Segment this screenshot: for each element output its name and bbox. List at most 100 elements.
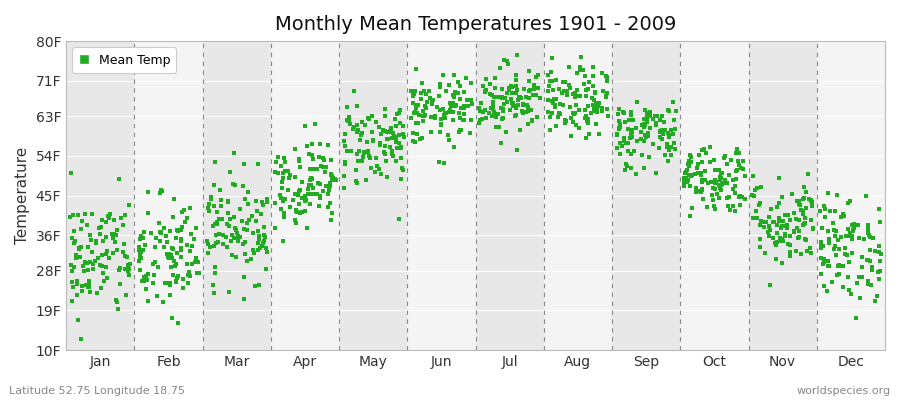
Point <box>344 148 358 154</box>
Point <box>599 74 614 80</box>
Point <box>860 257 875 263</box>
Point <box>133 254 148 260</box>
Point <box>450 90 464 96</box>
Point <box>590 106 605 112</box>
Point <box>578 114 592 121</box>
Point <box>796 195 811 202</box>
Point <box>616 109 630 115</box>
Point <box>80 283 94 290</box>
Point <box>624 127 638 134</box>
Point <box>783 233 797 239</box>
Point <box>638 121 652 128</box>
Point <box>563 104 578 110</box>
Point <box>568 110 582 116</box>
Point <box>638 132 652 138</box>
Point <box>680 177 695 184</box>
Point <box>104 211 118 218</box>
Point <box>166 258 181 265</box>
Point <box>612 126 626 132</box>
Point <box>170 272 184 279</box>
Point <box>610 132 625 138</box>
Point <box>385 153 400 160</box>
Point <box>652 128 667 135</box>
Point <box>202 244 217 250</box>
Point <box>558 117 572 123</box>
Point <box>484 105 499 111</box>
Point <box>588 89 602 96</box>
Point <box>141 298 156 304</box>
Point <box>613 121 627 128</box>
Point <box>706 156 721 163</box>
Point <box>148 272 162 278</box>
Point <box>851 222 866 228</box>
Point <box>132 244 147 250</box>
Point <box>508 77 523 84</box>
Point <box>292 188 306 194</box>
Point <box>849 314 863 321</box>
Point <box>93 262 107 268</box>
Point <box>66 212 80 218</box>
Point <box>505 90 519 96</box>
Point <box>774 259 788 266</box>
Point <box>159 251 174 258</box>
Point <box>161 251 176 257</box>
Point <box>590 99 604 106</box>
Point <box>714 174 728 180</box>
Point <box>572 64 587 70</box>
Point <box>63 214 77 220</box>
Point <box>303 191 318 197</box>
Point <box>408 110 422 116</box>
Point <box>780 241 795 247</box>
Point <box>307 166 321 172</box>
Point <box>691 161 706 167</box>
Point <box>175 209 189 215</box>
Point <box>821 228 835 234</box>
Point <box>67 264 81 271</box>
Point <box>668 126 682 132</box>
Point <box>241 201 256 207</box>
Point <box>548 123 562 129</box>
Point <box>461 102 475 109</box>
Point <box>188 259 202 265</box>
Point <box>337 138 351 144</box>
Point <box>634 135 648 142</box>
Point <box>570 87 584 93</box>
Point <box>65 235 79 242</box>
Point <box>276 198 291 204</box>
Point <box>122 202 136 208</box>
Point <box>274 206 288 212</box>
Point <box>751 185 765 191</box>
Point <box>587 108 601 114</box>
Point <box>339 148 354 154</box>
Point <box>759 219 773 225</box>
Point <box>706 196 721 203</box>
Point <box>636 138 651 144</box>
Point <box>213 186 228 193</box>
Point <box>496 115 510 121</box>
Point <box>846 226 860 233</box>
Point <box>569 102 583 108</box>
Point <box>541 71 555 78</box>
Point <box>729 175 743 182</box>
Point <box>374 139 388 146</box>
Point <box>640 119 654 125</box>
Point <box>393 120 408 126</box>
Point <box>293 187 308 194</box>
Point <box>408 109 422 115</box>
Point <box>346 126 360 132</box>
Point <box>862 247 877 254</box>
Point <box>446 109 460 116</box>
Point <box>370 163 384 169</box>
Point <box>346 88 361 94</box>
Point <box>516 110 530 117</box>
Point <box>842 226 856 232</box>
Point <box>500 99 514 105</box>
Point <box>573 54 588 60</box>
Point <box>113 215 128 221</box>
Point <box>162 280 176 286</box>
Point <box>384 135 399 141</box>
Point <box>227 214 241 220</box>
Point <box>376 126 391 133</box>
Point <box>440 132 454 138</box>
Point <box>716 170 730 176</box>
